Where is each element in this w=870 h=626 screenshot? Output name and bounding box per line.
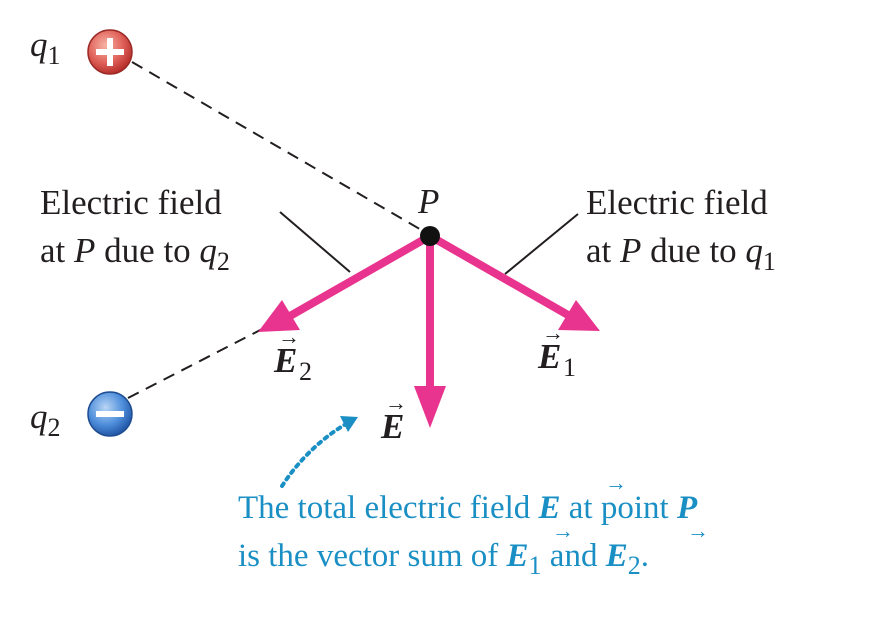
svg-text:E: E	[537, 337, 561, 376]
caption-text: The total electric field E at point P is…	[238, 470, 709, 580]
label-field-due-to-q1: Electric field at P due to q1	[586, 183, 776, 276]
point-p-dot	[420, 226, 440, 246]
svg-text:E: E	[273, 341, 297, 380]
svg-text:Electric field: Electric field	[586, 183, 768, 222]
q1-positive-charge-icon	[87, 29, 133, 75]
vector-e-total-arrow	[414, 232, 446, 428]
svg-text:→: →	[385, 390, 407, 415]
leader-line-left	[279, 211, 351, 273]
label-field-due-to-q2: Electric field at P due to q2	[40, 183, 230, 276]
svg-text:The total electric field E at: The total electric field E at point P	[238, 490, 698, 526]
vector-e1-label: E 1 →	[537, 320, 576, 382]
vector-e1-arrow	[426, 232, 600, 331]
caption-vec-arrow-e2: →	[687, 518, 709, 543]
vector-e2-arrow	[258, 232, 434, 332]
svg-text:→: →	[278, 324, 300, 349]
svg-text:1: 1	[563, 353, 576, 382]
svg-text:E: E	[380, 407, 404, 446]
leader-line-right	[504, 213, 579, 275]
svg-text:at P due to q2: at P due to q2	[40, 231, 230, 276]
svg-text:2: 2	[299, 357, 312, 386]
vector-e2-label: E 2 →	[273, 324, 312, 386]
caption-vec-arrow-e: →	[605, 470, 627, 495]
caption-vec-arrow-e1: →	[552, 518, 574, 543]
point-p-label: P	[417, 182, 439, 221]
q2-label: q2	[30, 397, 61, 442]
svg-text:is the vector sum of E1 and E2: is the vector sum of E1 and E2.	[238, 538, 649, 580]
dotted-pointer-arrow	[280, 416, 358, 488]
q2-negative-charge-icon	[87, 391, 133, 437]
dashed-line-q1-to-p	[131, 61, 431, 236]
svg-text:→: →	[542, 320, 564, 345]
q1-label: q1	[30, 25, 61, 70]
dashed-line-q2-to-p	[127, 324, 271, 399]
vector-e-total-label: E →	[380, 390, 407, 446]
svg-text:at P due to q1: at P due to q1	[586, 231, 776, 276]
svg-text:Electric field: Electric field	[40, 183, 222, 222]
